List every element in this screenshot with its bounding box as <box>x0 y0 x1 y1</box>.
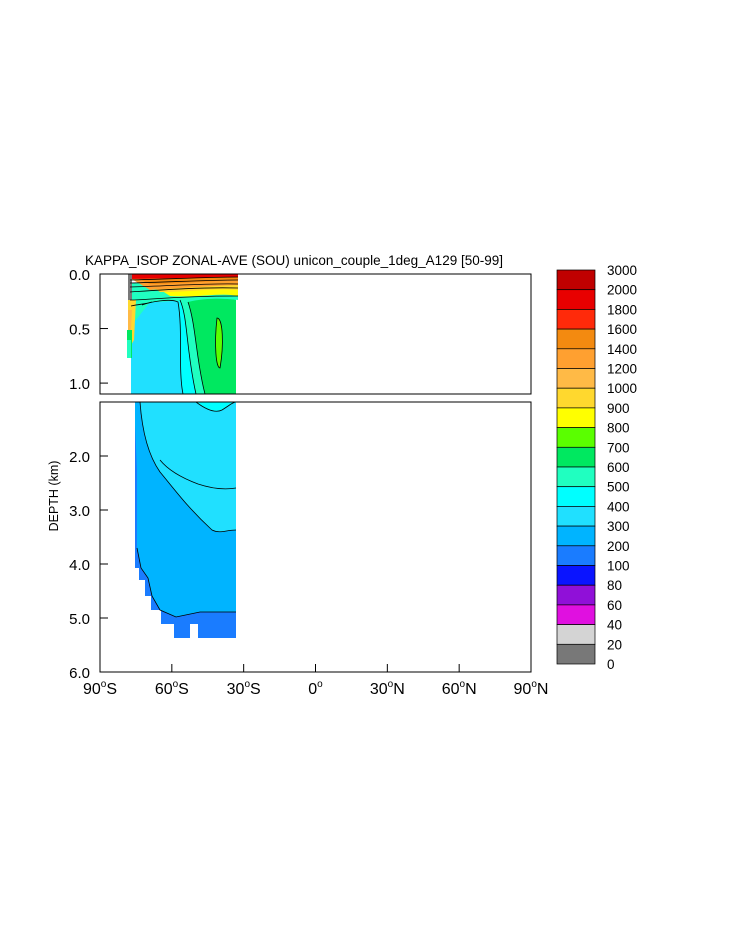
colorbar-swatch <box>556 289 596 310</box>
contour-line <box>141 299 184 394</box>
colorbar-swatch <box>556 565 596 586</box>
colorbar-swatch <box>556 643 596 665</box>
colorbar-swatch <box>556 427 596 448</box>
colorbar-swatch <box>556 387 596 409</box>
colorbar-swatch <box>556 368 596 389</box>
y-axis-label: DEPTH (km) <box>47 461 61 532</box>
axes: 90oS 60oS 30oS 0o 30oN 60oN 90oN 0.0 0.5 1.0 2.0 3.… <box>69 267 548 698</box>
contour-fill-300-deep <box>137 470 236 617</box>
colorbar-swatch <box>556 604 596 625</box>
colorbar-label: 2000 <box>607 283 637 298</box>
y-tick-label: 6.0 <box>69 665 90 682</box>
x-tick-label: 30oN <box>370 679 405 698</box>
contour-fill-southern-1200 <box>128 310 132 335</box>
contour-line <box>129 276 239 281</box>
colorbar-label: 1600 <box>607 322 637 337</box>
x-tick-label: 60oS <box>155 679 189 698</box>
x-tick-label: 30oS <box>227 679 261 698</box>
contour-fill-southern-400 <box>127 340 131 358</box>
colorbar-label: 20 <box>607 637 622 652</box>
colorbar-swatch <box>556 446 596 468</box>
y-tick-label: 3.0 <box>69 503 90 520</box>
contour-line <box>187 301 206 394</box>
y-tick-label: 2.0 <box>69 449 90 466</box>
top-panel-frame <box>99 273 532 395</box>
bathymetry-land-mask <box>131 402 236 672</box>
colorbar-swatch <box>556 624 596 645</box>
contour-line <box>129 279 239 284</box>
colorbar-label: 600 <box>607 460 630 475</box>
colorbar-swatch <box>556 328 596 350</box>
y-tick-label: 1.0 <box>69 376 90 393</box>
contour-line <box>129 283 239 288</box>
top-panel-field <box>127 274 239 394</box>
colorbar-swatch <box>556 309 596 330</box>
contour-fill-500 <box>196 402 236 412</box>
colorbar-label: 1400 <box>607 342 637 357</box>
contour-line <box>179 299 197 394</box>
colorbar-swatch <box>556 407 596 428</box>
colorbar-swatch <box>556 269 596 291</box>
contour-fill-800 <box>215 318 223 368</box>
y-tick-label: 5.0 <box>69 611 90 628</box>
land-mask <box>236 402 531 672</box>
colorbar-label: 400 <box>607 499 630 514</box>
colorbar-label: 40 <box>607 618 622 633</box>
contour-lines-bottom <box>136 402 237 618</box>
contour-line <box>159 459 237 490</box>
colorbar-swatch <box>556 545 596 566</box>
colorbar-label: 900 <box>607 401 630 416</box>
colorbar-label: 800 <box>607 421 630 436</box>
colorbar-label: 3000 <box>607 263 637 278</box>
colorbar-swatch <box>556 486 596 507</box>
x-tick-label: 90oN <box>514 679 549 698</box>
colorbar-label: 300 <box>607 519 630 534</box>
colorbar-label: 1000 <box>607 381 637 396</box>
land-mask <box>100 402 131 672</box>
y-tick-label: 0.5 <box>69 322 90 339</box>
colorbar-label: 500 <box>607 480 630 495</box>
contour-line <box>136 547 236 618</box>
chart-title: KAPPA_ISOP ZONAL-AVE (SOU) unicon_couple… <box>85 253 503 268</box>
colorbar-swatch <box>556 506 596 527</box>
contour-line <box>195 402 237 412</box>
colorbar-swatch <box>556 466 596 488</box>
y-tick-label: 4.0 <box>69 557 90 574</box>
contour-lines-top <box>129 276 239 394</box>
x-tick-label: 0o <box>308 679 323 698</box>
colorbar-swatch <box>556 584 596 606</box>
x-tick-label: 90oS <box>83 679 117 698</box>
colorbar-swatch <box>556 348 596 369</box>
contour-line <box>129 295 239 301</box>
colorbar-label: 100 <box>607 559 630 574</box>
x-tick-label: 60oN <box>442 679 477 698</box>
contour-line <box>130 301 153 307</box>
colorbar-label: 200 <box>607 539 630 554</box>
colorbar-swatch <box>556 525 596 547</box>
contour-line <box>139 402 237 533</box>
colorbar-label: 60 <box>607 598 622 613</box>
colorbar-label: 80 <box>607 578 622 593</box>
colorbar-label: 1800 <box>607 302 637 317</box>
contour-fill-2000 <box>130 274 238 279</box>
y-tick-label: 0.0 <box>69 267 90 284</box>
bottom-panel-field <box>100 402 531 672</box>
colorbar-label: 700 <box>607 440 630 455</box>
colorbar: 3000200018001600140012001000900800700600… <box>556 263 637 672</box>
contour-line <box>215 317 223 369</box>
contour-line <box>129 287 239 293</box>
colorbar-label: 1200 <box>607 362 637 377</box>
colorbar-label: 0 <box>607 657 615 672</box>
